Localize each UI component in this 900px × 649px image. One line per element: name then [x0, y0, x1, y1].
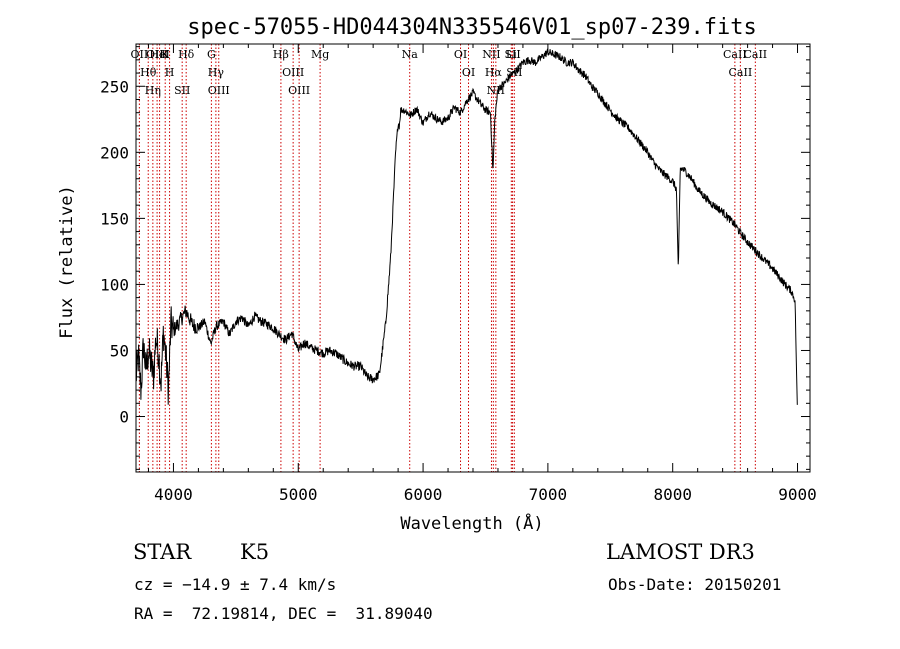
redshift-cz: cz = −14.9 ± 7.4 km/s	[134, 575, 337, 594]
annotation-label: CaII	[729, 66, 753, 79]
annotation-lines	[138, 44, 756, 472]
x-tick-label: 9000	[778, 485, 817, 504]
annotation-label: K	[161, 48, 170, 61]
annotation-label: Hα	[485, 66, 503, 79]
x-tick-label: 6000	[404, 485, 443, 504]
coordinates: RA = 72.19814, DEC = 31.89040	[134, 604, 433, 623]
x-tick-label: 7000	[529, 485, 568, 504]
plot-frame	[135, 43, 811, 473]
annotation-label: NII	[482, 48, 500, 61]
annotation-label: OI	[454, 48, 467, 61]
annotation-label: HeI	[149, 48, 169, 61]
annotation-label: Na	[402, 48, 419, 61]
annotation-label: SII	[174, 84, 190, 97]
axes: 4000 5000 6000 7000 8000 9000 0 50 100 150 200 250	[100, 44, 817, 504]
annotation-label: Mg	[311, 48, 329, 61]
x-axis-label: Wavelength (Å)	[400, 512, 543, 534]
annotation-label: Li	[506, 48, 517, 61]
y-tick-label: 50	[110, 341, 129, 360]
annotation-label: Hγ	[208, 66, 225, 79]
annotation-label: OII	[131, 48, 149, 61]
annotation-label: OIII	[282, 66, 304, 79]
annotation-label: Hδ	[178, 48, 195, 61]
obs-date: Obs-Date: 20150201	[608, 575, 782, 594]
survey-name: LAMOST DR3	[606, 540, 755, 564]
y-tick-label: 150	[100, 209, 129, 228]
annotation-label: OI	[462, 66, 475, 79]
object-subclass: K5	[240, 540, 270, 564]
annotation-label: NII	[487, 84, 505, 97]
annotation-label: OIII	[208, 84, 230, 97]
annotation-label: OIII	[288, 84, 310, 97]
y-tick-label: 250	[100, 77, 129, 96]
chart-title: spec-57055-HD044304N335546V01_sp07-239.f…	[187, 15, 757, 40]
annotation-label: H	[165, 66, 175, 79]
annotation-label: CaII	[743, 48, 767, 61]
x-tick-label: 5000	[279, 485, 318, 504]
y-tick-label: 0	[119, 408, 129, 427]
annotation-label: SII	[504, 48, 520, 61]
annotation-label: SII	[506, 66, 522, 79]
x-tick-label: 4000	[154, 485, 193, 504]
x-tick-label: 8000	[653, 485, 692, 504]
annotation-label: OIII	[146, 48, 168, 61]
y-tick-label: 200	[100, 143, 129, 162]
annotation-label: Hθ	[140, 66, 157, 79]
y-axis-label: Flux (relative)	[57, 185, 77, 339]
spectrum-line	[135, 47, 798, 405]
object-class: STAR	[133, 540, 192, 564]
y-tick-label: 100	[100, 275, 129, 294]
annotation-label: CaII	[723, 48, 747, 61]
annotation-label: G	[207, 48, 216, 61]
annotation-label: Hβ	[273, 48, 289, 61]
annotation-label: Hη	[145, 84, 161, 97]
